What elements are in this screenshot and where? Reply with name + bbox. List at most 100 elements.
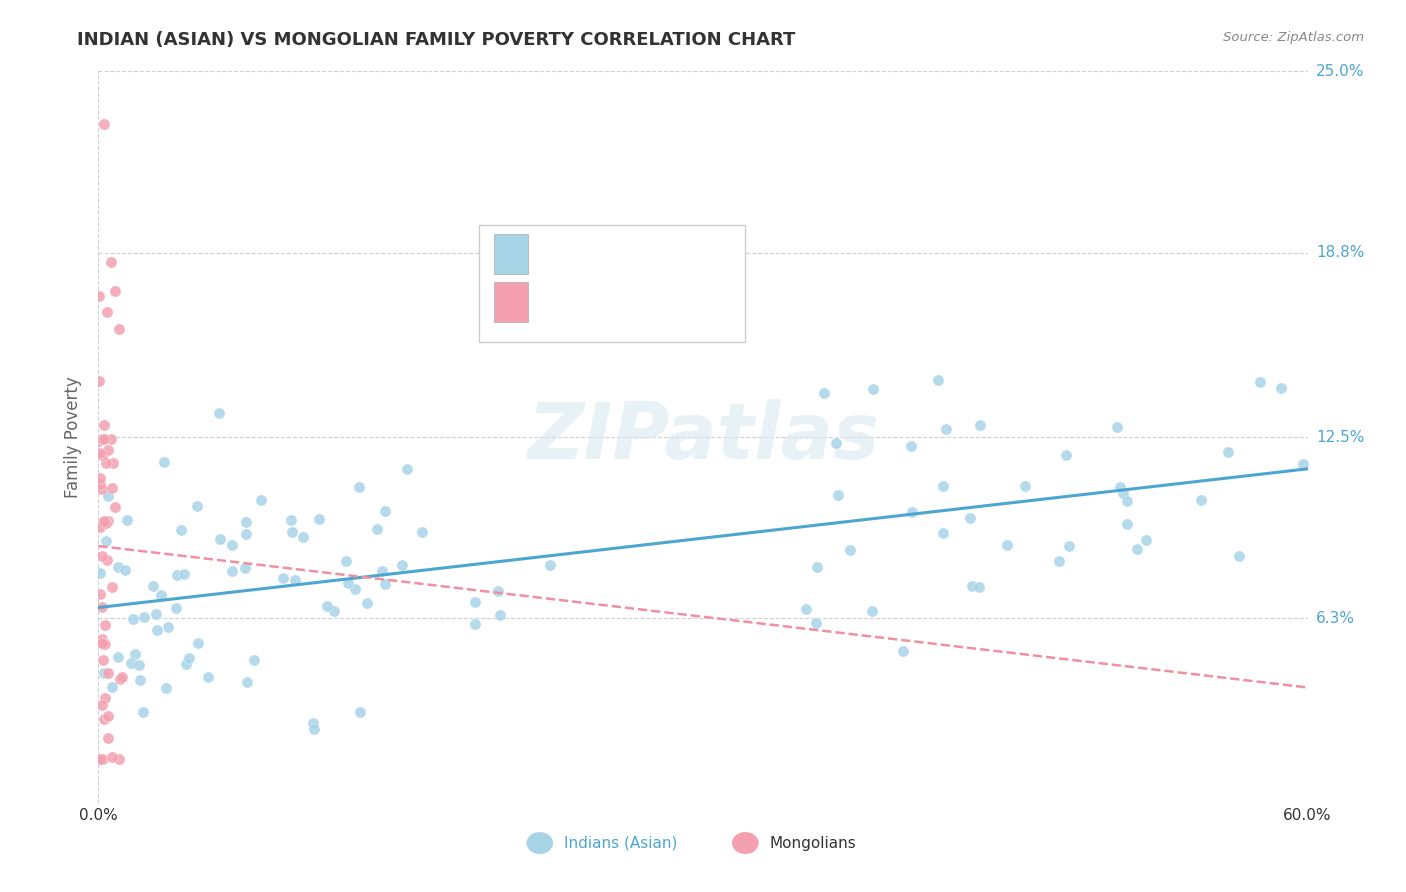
Point xyxy=(174,657,197,671)
Point xyxy=(91,653,114,667)
Point xyxy=(173,567,195,582)
Point xyxy=(108,672,131,686)
Point xyxy=(235,515,257,529)
Point xyxy=(124,647,146,661)
Point xyxy=(1047,553,1070,567)
Point xyxy=(860,604,883,618)
Point xyxy=(93,516,115,530)
Point xyxy=(153,455,176,469)
Point xyxy=(932,525,955,540)
Point xyxy=(87,374,110,388)
Point xyxy=(197,670,219,684)
Point xyxy=(489,608,512,623)
Point xyxy=(927,373,949,387)
Point xyxy=(155,681,177,695)
Text: R =  0.011   N =  52: R = 0.011 N = 52 xyxy=(546,293,714,310)
FancyBboxPatch shape xyxy=(479,225,745,342)
Point xyxy=(335,554,357,568)
Point xyxy=(794,602,817,616)
Point xyxy=(221,538,243,552)
Point xyxy=(96,553,118,567)
Point xyxy=(142,579,165,593)
Point xyxy=(347,481,370,495)
Point xyxy=(1116,517,1139,532)
Text: R =  0.324   N = 108: R = 0.324 N = 108 xyxy=(546,245,718,263)
Text: 25.0%: 25.0% xyxy=(1316,64,1364,78)
Point xyxy=(1292,457,1315,471)
Point xyxy=(187,636,209,650)
Point xyxy=(96,533,118,548)
Point xyxy=(969,417,991,432)
Point xyxy=(100,482,122,496)
Point xyxy=(96,456,118,470)
Point xyxy=(121,657,143,671)
Point xyxy=(1135,533,1157,548)
Y-axis label: Family Poverty: Family Poverty xyxy=(65,376,83,498)
FancyBboxPatch shape xyxy=(494,282,527,322)
Point xyxy=(302,722,325,736)
Point xyxy=(464,617,486,632)
Point xyxy=(114,563,136,577)
Point xyxy=(827,488,849,502)
Text: Mongolians: Mongolians xyxy=(769,836,856,851)
Point xyxy=(271,571,294,585)
Point xyxy=(464,595,486,609)
Point xyxy=(89,752,111,766)
Point xyxy=(97,731,120,746)
Point xyxy=(1270,381,1292,395)
Point xyxy=(87,752,110,766)
Point xyxy=(391,558,413,572)
Point xyxy=(100,432,122,446)
Point xyxy=(101,749,124,764)
Text: 12.5%: 12.5% xyxy=(1316,430,1364,444)
Point xyxy=(89,471,111,485)
Point xyxy=(100,254,122,268)
Point xyxy=(1057,539,1080,553)
Point xyxy=(150,588,173,602)
Point xyxy=(825,435,848,450)
Point xyxy=(862,382,884,396)
Point xyxy=(411,525,433,540)
Point xyxy=(94,618,117,632)
Point xyxy=(291,530,314,544)
Point xyxy=(1227,549,1250,564)
Point xyxy=(336,576,359,591)
Point xyxy=(93,691,115,706)
Point xyxy=(145,607,167,621)
Point xyxy=(1249,376,1271,390)
Point xyxy=(806,560,828,574)
Point xyxy=(813,386,835,401)
Text: 6.3%: 6.3% xyxy=(1316,611,1355,626)
Point xyxy=(93,712,115,726)
Point xyxy=(221,564,243,578)
Point xyxy=(90,448,112,462)
Point xyxy=(93,117,115,131)
Point xyxy=(115,513,138,527)
Text: ZIPatlas: ZIPatlas xyxy=(527,399,879,475)
Point xyxy=(166,568,188,582)
Point xyxy=(96,443,118,458)
Point xyxy=(1189,493,1212,508)
Point xyxy=(128,658,150,673)
Point xyxy=(366,522,388,536)
Text: Source: ZipAtlas.com: Source: ZipAtlas.com xyxy=(1223,31,1364,45)
Point xyxy=(995,538,1018,552)
Point xyxy=(891,644,914,658)
Point xyxy=(90,632,112,646)
Point xyxy=(315,599,337,613)
Point xyxy=(104,500,127,514)
Point xyxy=(538,558,561,572)
Point xyxy=(308,512,330,526)
Point xyxy=(165,600,187,615)
Point xyxy=(343,582,366,597)
Point xyxy=(97,489,120,503)
Point xyxy=(93,432,115,446)
Point xyxy=(93,752,115,766)
Point xyxy=(322,604,344,618)
Point xyxy=(89,289,111,303)
Point xyxy=(374,577,396,591)
Point xyxy=(1126,542,1149,557)
Point xyxy=(281,524,304,539)
Point xyxy=(396,461,419,475)
Point xyxy=(1111,486,1133,500)
